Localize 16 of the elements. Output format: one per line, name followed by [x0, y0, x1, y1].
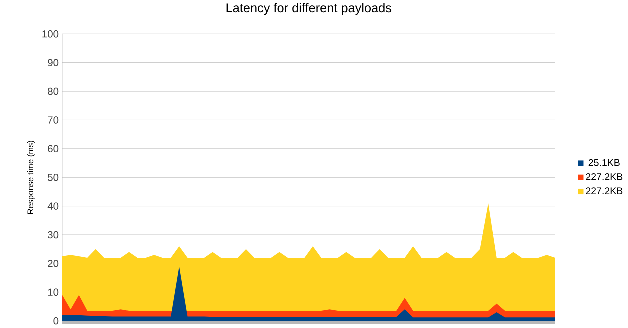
chart-title: Latency for different payloads: [226, 3, 392, 16]
legend-label: 25.1KB: [588, 159, 620, 166]
y-tick-label: 60: [48, 145, 59, 153]
y-tick-label: 70: [48, 116, 59, 124]
y-tick-label: 20: [48, 260, 59, 268]
legend-label: 227.2KB: [586, 173, 623, 180]
y-tick-label: 10: [48, 288, 59, 296]
y-tick-label: 90: [48, 59, 59, 66]
y-tick-label: 30: [48, 231, 59, 239]
y-tick-label: 0: [54, 317, 59, 325]
y-tick-label: 100: [42, 30, 59, 38]
y-axis-title: Response time (ms): [27, 141, 36, 214]
y-tick-label: 50: [48, 174, 59, 182]
legend-label: 227.2KB: [586, 188, 623, 194]
y-tick-label: 40: [48, 202, 59, 210]
y-tick-label: 80: [48, 88, 59, 96]
